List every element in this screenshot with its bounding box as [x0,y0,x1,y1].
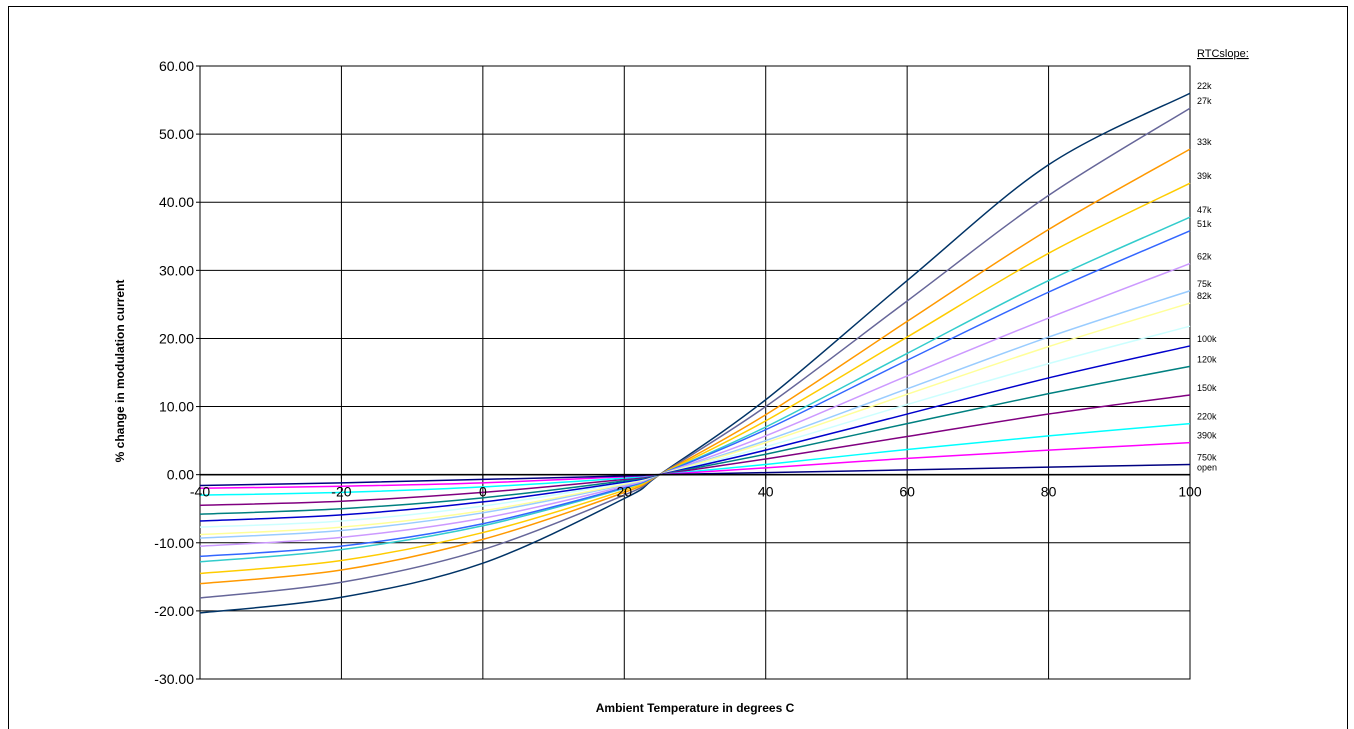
series-label-33k: 33k [1197,137,1212,147]
series-lines [199,92,1191,614]
series-label-62k: 62k [1197,252,1212,262]
axes: -30.00 -20.00 -10.00 0.00 10.00 20.00 30.00 40.… [154,58,1202,687]
y-tick-label: 50.00 [159,126,194,142]
x-tick-label: 20 [616,484,632,500]
y-tick-label: 0.00 [167,467,194,483]
series-label-open: open [1197,463,1217,473]
y-axis-title: % change in modulation current [113,280,127,463]
series-label-51k: 51k [1197,219,1212,229]
y-tick-label: 40.00 [159,194,194,210]
series-label-750k: 750k [1197,452,1217,462]
series-label-100k: 100k [1197,334,1217,344]
y-tick-label: -10.00 [154,535,194,551]
chart-frame [8,6,1348,729]
series-label-75k: 75k [1197,279,1212,289]
series-label-39k: 39k [1197,171,1212,181]
series-line-27k [199,107,1191,599]
y-tick-label: 60.00 [159,58,194,74]
legend-title: RTCslope: [1197,48,1249,60]
series-label-150k: 150k [1197,383,1217,393]
series-label-47k: 47k [1197,205,1212,215]
x-tick-label: -40 [190,484,210,500]
series-label-22k: 22k [1197,81,1212,91]
series-label-120k: 120k [1197,354,1217,364]
series-label-27k: 27k [1197,96,1212,106]
y-tick-label: -30.00 [154,671,194,687]
y-tick-label: 20.00 [159,330,194,346]
series-labels: 22k 27k 33k 39k 47k 51k 62k 75k 82k 100k 120k 150k 2… [1197,81,1217,472]
plot-area [199,65,1191,680]
x-axis-title: Ambient Temperature in degrees C [596,701,795,715]
x-tick-label: 100 [1178,484,1202,500]
series-label-220k: 220k [1197,412,1217,422]
y-tick-label: 30.00 [159,262,194,278]
x-tick-label: 0 [479,484,487,500]
series-label-390k: 390k [1197,431,1217,441]
y-tick-label: -20.00 [154,603,194,619]
x-tick-label: 40 [758,484,774,500]
x-tick-label: 80 [1041,484,1057,500]
y-tick-label: 10.00 [159,399,194,415]
x-tick-label: -20 [331,484,351,500]
x-tick-label: 60 [899,484,915,500]
series-label-82k: 82k [1197,291,1212,301]
